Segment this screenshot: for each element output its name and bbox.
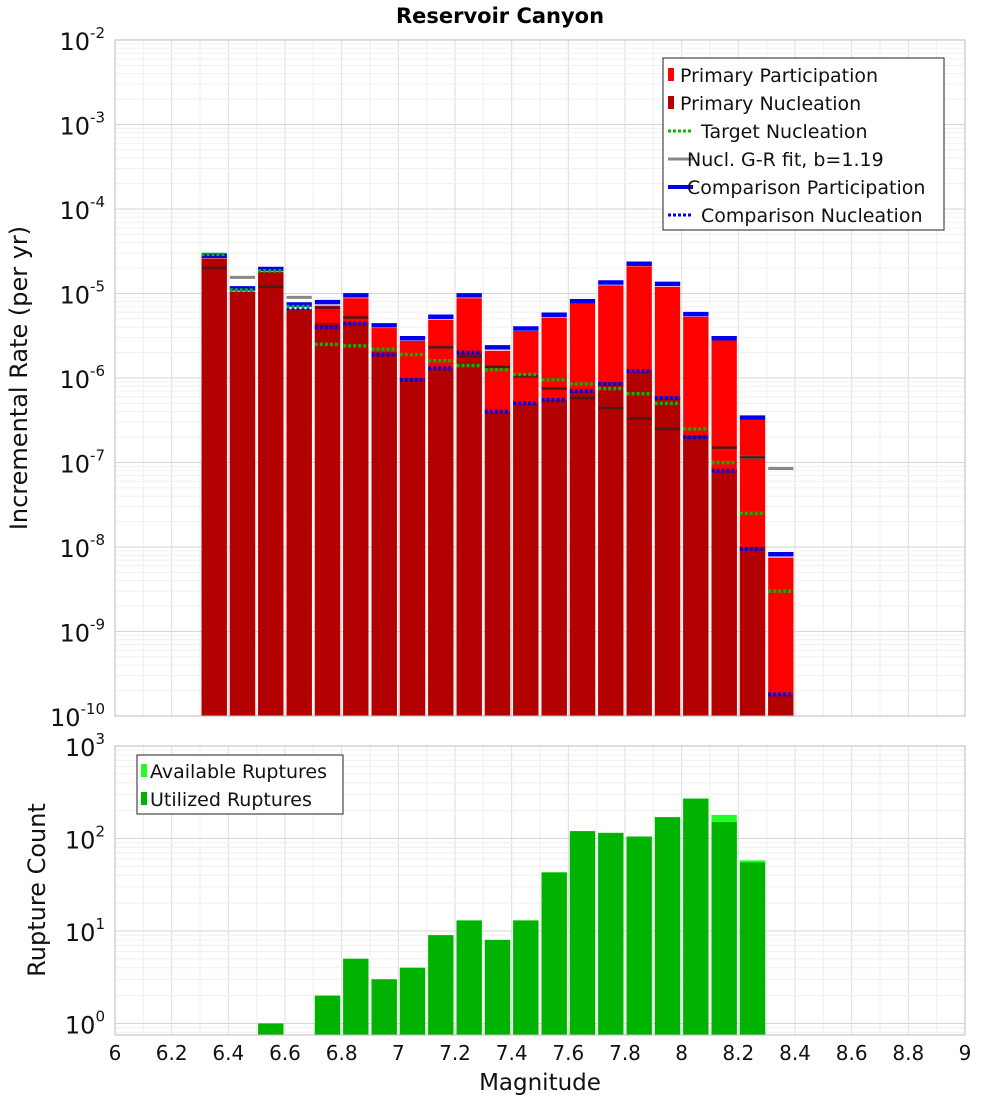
nucleation-bar: [768, 694, 794, 716]
nucleation-bar: [569, 391, 596, 716]
top-y-axis-label: Incremental Rate (per yr): [5, 226, 33, 530]
top-y-tick-label: 10-3: [59, 109, 105, 141]
legend-label: Primary Participation: [680, 65, 878, 87]
legend-key: [141, 792, 147, 805]
nucleation-bar: [286, 309, 312, 716]
utilized-ruptures-bar: [654, 817, 681, 1035]
utilized-ruptures-bar: [484, 939, 511, 1035]
top-y-tick-label: 10-9: [59, 616, 105, 648]
x-tick-label: 7: [392, 1041, 405, 1065]
chart-title: Reservoir Canyon: [396, 4, 604, 28]
bottom-y-tick-label: 103: [65, 730, 105, 762]
top-legend: [662, 57, 945, 231]
nucleation-bar: [229, 291, 256, 716]
bottom-legend: [136, 754, 344, 815]
x-tick-label: 6.2: [156, 1041, 188, 1065]
nucleation-bar: [428, 368, 454, 716]
nucleation-bar: [399, 378, 426, 716]
utilized-ruptures-bar: [513, 920, 539, 1035]
bottom-y-tick-label: 102: [65, 822, 105, 854]
x-tick-label: 7.6: [552, 1041, 584, 1065]
nucleation-bar: [654, 396, 681, 716]
top-y-tick-label: 10-6: [59, 362, 105, 394]
legend-key: [141, 764, 147, 777]
x-tick-label: 6: [109, 1041, 122, 1065]
bottom-y-tick-label: 101: [65, 915, 105, 947]
legend-label: Comparison Nucleation: [701, 205, 923, 227]
top-y-tick-label: 10-5: [59, 278, 105, 310]
utilized-ruptures-bar: [739, 862, 766, 1035]
bottom-y-axis-label: Rupture Count: [23, 803, 51, 977]
utilized-ruptures-bar: [569, 831, 596, 1035]
utilized-ruptures-bar: [598, 832, 624, 1035]
top-y-tick-label: 10-10: [50, 700, 105, 732]
legend-label: Available Ruptures: [150, 761, 327, 783]
bottom-y-tick-label: 100: [65, 1007, 105, 1039]
nucleation-bar: [598, 381, 624, 716]
top-y-tick-label: 10-7: [59, 447, 105, 479]
nucleation-bar: [626, 371, 652, 716]
legend-label: Primary Nucleation: [680, 93, 861, 115]
utilized-ruptures-bar: [541, 872, 567, 1035]
utilized-ruptures-bar: [711, 822, 737, 1035]
nucleation-bar: [258, 271, 284, 716]
legend-key: [668, 68, 674, 81]
legend-label: Target Nucleation: [700, 121, 868, 143]
utilized-ruptures-bar: [456, 920, 482, 1035]
top-y-tick-label: 10-2: [59, 24, 105, 56]
x-tick-label: 7.2: [439, 1041, 471, 1065]
x-axis-label: Magnitude: [479, 1070, 601, 1096]
utilized-ruptures-bar: [428, 935, 454, 1035]
utilized-ruptures-bar: [399, 967, 426, 1035]
x-tick-label: 8.4: [779, 1041, 811, 1065]
x-tick-label: 8: [675, 1041, 688, 1065]
nucleation-bar: [484, 411, 511, 716]
utilized-ruptures-bar: [258, 1023, 284, 1035]
top-y-tick-label: 10-8: [59, 531, 105, 563]
nucleation-bar: [314, 322, 341, 716]
nucleation-bar: [513, 403, 539, 716]
bottom-frame: [114, 745, 966, 1036]
utilized-ruptures-bar: [626, 836, 652, 1035]
utilized-ruptures-bar: [343, 958, 369, 1035]
x-tick-label: 7.4: [496, 1041, 528, 1065]
nucleation-bar: [201, 258, 227, 716]
nucleation-bar: [541, 399, 567, 716]
top-y-tick-label: 10-4: [59, 193, 105, 225]
x-tick-label: 6.4: [212, 1041, 244, 1065]
nucleation-bar: [343, 322, 369, 716]
x-tick-label: 6.6: [269, 1041, 301, 1065]
utilized-ruptures-bar: [314, 995, 341, 1035]
participation-bar: [768, 557, 794, 716]
nucleation-bar: [739, 547, 766, 716]
x-tick-label: 8.6: [836, 1041, 868, 1065]
x-tick-label: 9: [959, 1041, 972, 1065]
top-grid: [114, 39, 966, 717]
nucleation-bar: [371, 352, 397, 716]
x-tick-label: 6.8: [326, 1041, 358, 1065]
utilized-ruptures-bar: [683, 798, 709, 1035]
nucleation-bar: [711, 470, 737, 716]
legend-label: Nucl. G-R fit, b=1.19: [687, 149, 884, 171]
legend-label: Utilized Ruptures: [150, 789, 312, 811]
top-frame: [114, 39, 966, 717]
x-tick-label: 8.8: [892, 1041, 924, 1065]
legend-label: Comparison Participation: [687, 177, 925, 199]
legend-key: [668, 96, 674, 109]
x-tick-label: 8.2: [722, 1041, 754, 1065]
nucleation-bar: [683, 437, 709, 716]
nucleation-bar: [456, 352, 482, 716]
utilized-ruptures-bar: [371, 979, 397, 1035]
x-tick-label: 7.8: [609, 1041, 641, 1065]
